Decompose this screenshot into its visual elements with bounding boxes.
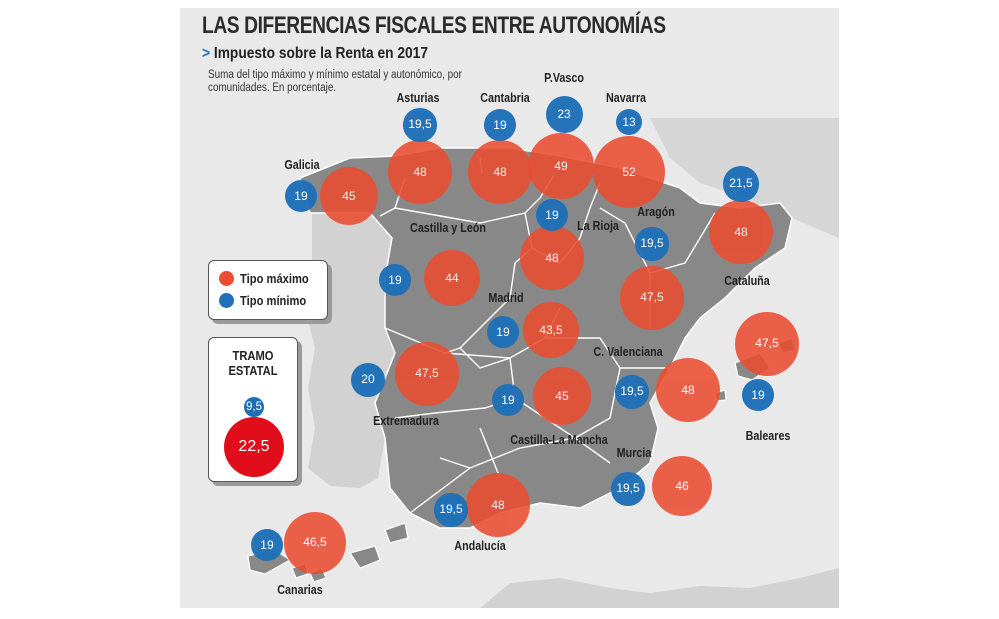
region-label-andalucia: Andalucía (454, 539, 506, 553)
region-label-murcia: Murcia (616, 446, 652, 460)
circle-max-cataluna: 48 (708, 199, 774, 265)
legend-box: Tipo máximo Tipo mínimo (208, 260, 328, 320)
circle-min-madrid: 19 (486, 315, 520, 349)
region-label-c-valenciana: C. Valenciana (593, 345, 663, 359)
circle-min-baleares: 19 (741, 378, 775, 412)
circle-max-la-rioja: 48 (519, 225, 585, 291)
circle-max-andalucia: 48 (465, 472, 531, 538)
tramo-estatal-max: 22,5 (224, 417, 284, 477)
circle-max-p-vasco: 49 (527, 132, 595, 200)
circle-max-madrid: 43,5 (523, 302, 579, 358)
circle-min-asturias: 19,5 (403, 108, 437, 142)
circle-min-canarias: 19 (250, 528, 284, 562)
infographic-panel: LAS DIFERENCIAS FISCALES ENTRE AUTONOMÍA… (180, 8, 839, 608)
legend-label-min: Tipo mínimo (240, 293, 307, 308)
region-label-castilla-la-mancha: Castilla-La Mancha (510, 433, 608, 447)
description-note: Suma del tipo máximo y mínimo estatal y … (208, 69, 462, 94)
circle-max-galicia: 45 (319, 166, 379, 226)
circle-max-baleares: 47,5 (735, 312, 799, 376)
region-label-aragon: Aragón (637, 205, 675, 219)
circle-min-extremadura: 20 (351, 363, 385, 397)
region-label-extremadura: Extremadura (373, 414, 439, 428)
circle-min-castilla-la-mancha: 19 (491, 383, 525, 417)
region-label-castilla-y-leon: Castilla y León (410, 221, 486, 235)
circle-max-murcia: 46 (651, 455, 713, 517)
region-label-cantabria: Cantabria (480, 91, 530, 105)
infographic-subtitle: > Impuesto sobre la Renta en 2017 (202, 45, 428, 63)
region-label-cataluna: Cataluña (724, 274, 770, 288)
region-label-baleares: Baleares (745, 429, 791, 443)
legend-label-max: Tipo máximo (240, 271, 309, 286)
legend-item-max: Tipo máximo (219, 271, 320, 286)
circle-min-cataluna: 21,5 (723, 166, 759, 202)
region-label-galicia: Galicia (284, 158, 320, 172)
circle-min-la-rioja: 19 (535, 198, 569, 232)
circle-max-canarias: 46,5 (284, 512, 346, 574)
circle-min-andalucia: 19,5 (434, 493, 468, 527)
circle-max-aragon: 47,5 (620, 266, 684, 330)
subtitle-text: Impuesto sobre la Renta en 2017 (213, 45, 428, 62)
circle-min-castilla-y-leon: 19 (378, 263, 412, 297)
region-label-asturias: Asturias (396, 91, 440, 105)
circle-max-asturias: 48 (387, 139, 453, 205)
circle-min-galicia: 19 (284, 179, 318, 213)
circle-min-p-vasco: 23 (545, 95, 583, 133)
tramo-estatal-title: TRAMO ESTATAL (228, 348, 278, 378)
region-label-canarias: Canarias (277, 583, 323, 597)
circle-max-cantabria: 48 (467, 139, 533, 205)
circle-max-extremadura: 47,5 (395, 342, 459, 406)
region-label-navarra: Navarra (605, 91, 647, 105)
portugal-land (305, 213, 395, 488)
circle-min-c-valenciana: 19,5 (615, 375, 649, 409)
region-label-la-rioja: La Rioja (577, 219, 619, 233)
circle-max-castilla-la-mancha: 45 (532, 366, 592, 426)
region-label-p-vasco: P.Vasco (544, 71, 584, 85)
region-label-madrid: Madrid (488, 291, 524, 305)
africa-land (480, 568, 839, 608)
tramo-estatal-min: 9,5 (244, 397, 264, 417)
infographic-title: LAS DIFERENCIAS FISCALES ENTRE AUTONOMÍA… (202, 12, 666, 39)
circle-max-castilla-y-leon: 44 (423, 249, 481, 307)
circle-min-murcia: 19,5 (611, 472, 645, 506)
legend-item-min: Tipo mínimo (219, 293, 317, 308)
circle-max-c-valenciana: 48 (655, 357, 721, 423)
legend-dot-min-icon (219, 293, 234, 308)
circle-min-navarra: 13 (616, 109, 642, 135)
tramo-estatal-box: TRAMO ESTATAL 9,5 22,5 (208, 337, 298, 482)
circle-max-navarra: 52 (592, 135, 666, 209)
subtitle-marker-icon: > (202, 45, 211, 62)
circle-min-cantabria: 19 (483, 108, 517, 142)
legend-dot-max-icon (219, 271, 234, 286)
circle-min-aragon: 19,5 (635, 227, 669, 261)
